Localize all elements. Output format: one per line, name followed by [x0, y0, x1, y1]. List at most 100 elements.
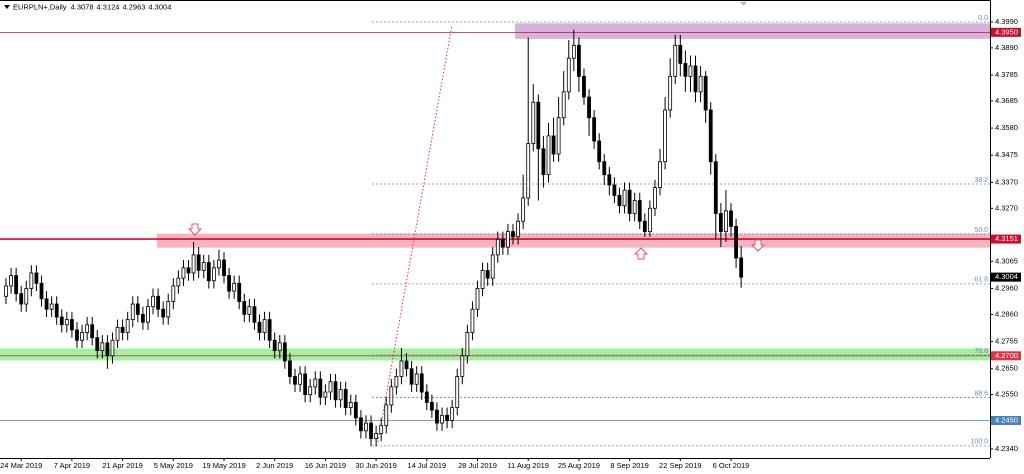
candle-body: [693, 65, 698, 93]
candle-body: [739, 257, 744, 278]
candle-body: [445, 414, 449, 421]
candle-body: [490, 254, 495, 279]
header-open: 4.3078: [71, 2, 94, 11]
candle-body: [536, 101, 541, 150]
candle-body: [298, 373, 302, 385]
candle-body: [151, 295, 155, 308]
candle-body: [333, 381, 338, 401]
y-tick-label: 4.3685: [995, 96, 1018, 105]
candle-body: [632, 200, 637, 214]
candle-body: [521, 197, 526, 222]
candle-body: [288, 360, 292, 377]
candle-body: [252, 306, 257, 323]
candle-body: [247, 306, 252, 315]
x-tick-label: 25 Aug 2019: [558, 461, 600, 470]
candle-body: [495, 238, 500, 256]
candle-body: [171, 285, 176, 302]
chart-header: EURPLN+,Daily 4.3078 4.3124 4.2963 4.3004: [13, 2, 171, 11]
candle-body: [222, 259, 226, 276]
y-tick-label: 4.3370: [995, 177, 1018, 186]
candle-body: [328, 381, 333, 393]
candle-body: [24, 288, 29, 305]
candle-body: [597, 140, 602, 163]
candle-body: [429, 401, 434, 411]
candle-body: [450, 407, 455, 421]
candle-body: [571, 44, 576, 59]
level-price-box: [991, 351, 1021, 361]
header-close: 4.3004: [148, 2, 171, 11]
x-tick-label: 16 Jun 2019: [305, 461, 346, 470]
x-tick-label: 30 Jun 2019: [355, 461, 396, 470]
y-tick-label: 4.3475: [995, 150, 1018, 159]
symbol-menu[interactable]: [4, 5, 10, 9]
candle-body: [374, 433, 379, 439]
candle-body: [206, 262, 211, 282]
levels-layer: [0, 31, 990, 421]
fib-layer: 0.0 38.2 50.0 61.8 78.6 88.6 100.0: [372, 15, 990, 447]
header-high: 4.3124: [97, 2, 120, 11]
candle-body: [115, 326, 120, 341]
candle-body: [75, 329, 79, 341]
candle-body: [546, 135, 551, 176]
candle-body: [232, 282, 237, 292]
candle-body: [561, 91, 566, 119]
fib-label: 78.6: [974, 348, 988, 355]
candle-body: [485, 270, 490, 279]
candle-body: [318, 378, 323, 398]
candle-body: [500, 238, 505, 248]
candle-body: [622, 189, 627, 207]
y-tick-label: 4.3890: [995, 43, 1018, 52]
x-tick-label: 11 Aug 2019: [507, 461, 549, 470]
candle-body: [384, 404, 389, 427]
candle-body: [419, 373, 424, 393]
zones-layer: [0, 23, 990, 361]
candle-body: [181, 267, 186, 279]
level-price-label: 4.3950: [995, 27, 1018, 36]
candle-body: [602, 161, 607, 176]
candle-body: [343, 389, 348, 408]
candle-body: [49, 303, 54, 310]
candle-body: [592, 117, 597, 142]
fib-label: 61.8: [974, 277, 988, 284]
candle-body: [369, 422, 373, 439]
candle-body: [708, 109, 713, 163]
candle-body: [140, 313, 145, 323]
fib-label: 100.0: [970, 439, 988, 446]
candle-body: [729, 210, 733, 227]
candle-body: [242, 301, 247, 315]
x-tick-label: 19 May 2019: [202, 461, 245, 470]
x-tick-label: 2 Jun 2019: [256, 461, 293, 470]
candle-body: [409, 368, 414, 385]
candle-body: [470, 308, 475, 333]
candle-body: [577, 44, 581, 77]
y-tick-label: 4.3065: [995, 256, 1018, 265]
y-tick-label: 4.2755: [995, 337, 1018, 346]
candle-body: [338, 389, 343, 401]
candle-body: [110, 339, 115, 357]
candle-body: [455, 376, 460, 408]
candle-body: [516, 220, 520, 238]
current-price-label: 4.3004: [995, 272, 1018, 281]
candle-body: [541, 148, 546, 176]
candle-body: [678, 44, 683, 64]
candle-body: [59, 316, 64, 326]
candle-body: [14, 275, 19, 295]
candle-body: [511, 231, 515, 238]
candle-body: [683, 62, 688, 77]
candle-body: [379, 425, 384, 434]
candle-body: [166, 301, 171, 318]
current-price-box: [991, 272, 1021, 282]
candle-body: [475, 288, 480, 310]
header-low: 4.2963: [122, 2, 145, 11]
y-tick-label: 4.3785: [995, 70, 1018, 79]
candle-body: [703, 75, 708, 111]
candle-body: [267, 319, 272, 341]
candle-body: [718, 213, 723, 232]
x-tick-label: 28 Jul 2019: [458, 461, 497, 470]
candle-body: [526, 143, 531, 199]
fib-label: 88.6: [974, 390, 988, 397]
x-tick-label: 8 Sep 2019: [610, 461, 648, 470]
candle-body: [647, 207, 652, 232]
candle-body: [582, 75, 586, 98]
candle-body: [196, 254, 201, 271]
